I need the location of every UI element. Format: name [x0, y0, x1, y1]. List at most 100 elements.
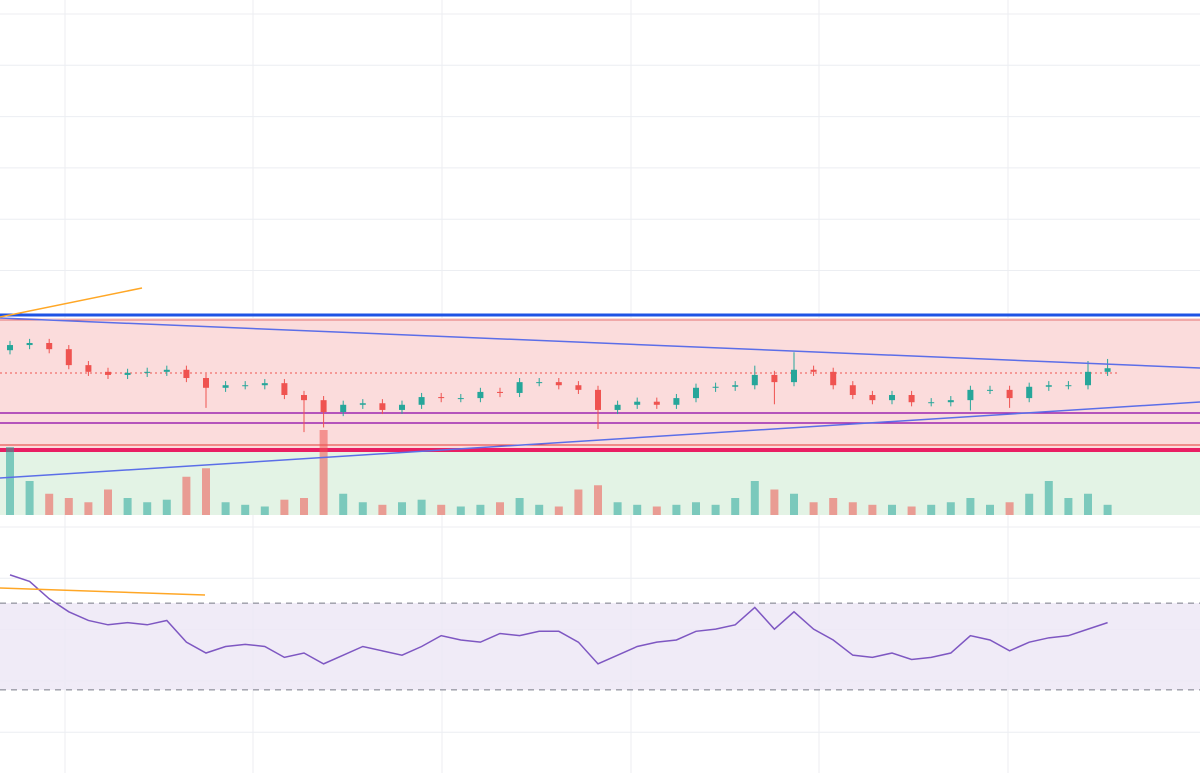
volume-bar: [456, 506, 465, 515]
volume-bar: [790, 493, 798, 515]
candle-body: [536, 382, 543, 384]
volume-bar: [64, 498, 73, 515]
volume-bar: [515, 498, 524, 515]
candle-body: [281, 383, 288, 396]
candle-body: [163, 369, 170, 372]
volume-bar: [770, 489, 779, 515]
trend-line: [0, 587, 206, 596]
candle-body: [222, 385, 229, 388]
volume-bar: [162, 499, 171, 515]
candle-body: [791, 369, 797, 383]
trend-line: [0, 287, 143, 318]
volume-bar: [809, 502, 818, 515]
candle-body: [65, 349, 72, 366]
candle-body: [340, 404, 347, 412]
volume-bar: [260, 506, 269, 515]
volume-bar: [613, 502, 622, 515]
volume-bar: [594, 485, 602, 515]
volume-bar: [711, 504, 720, 515]
candle-body: [144, 371, 151, 373]
candle-body: [634, 401, 641, 405]
price-pane: [6, 338, 1112, 515]
candle-body: [693, 387, 699, 399]
volume-bar: [280, 499, 289, 515]
volume-bar: [731, 498, 740, 515]
volume-bar: [182, 476, 191, 515]
candle-body: [203, 378, 209, 388]
candle-body: [928, 402, 935, 404]
candle-body: [673, 398, 680, 405]
volume-bar: [417, 499, 426, 515]
candle-body: [183, 369, 190, 379]
candle-body: [301, 395, 307, 401]
candle-body: [399, 404, 405, 410]
trend-line: [0, 317, 1200, 369]
rsi-line: [9, 574, 1108, 665]
candle-body: [379, 403, 386, 410]
candle-body: [1085, 371, 1091, 386]
volume-bar: [927, 504, 936, 515]
volume-bar: [300, 498, 308, 515]
candle-body: [987, 389, 993, 391]
candle-body: [830, 371, 837, 386]
candle-body: [1045, 385, 1052, 387]
candle-body: [712, 386, 719, 388]
volume-bar: [104, 489, 112, 515]
candle-body: [555, 382, 562, 386]
volume-bar: [1005, 502, 1014, 515]
candle-body: [967, 389, 974, 401]
candle-body: [1104, 368, 1111, 372]
volume-bar: [829, 498, 838, 515]
candle-body: [320, 400, 327, 412]
candle-body: [105, 371, 111, 375]
volume-bar: [633, 504, 642, 515]
volume-bar: [398, 502, 406, 515]
volume-bar: [319, 430, 328, 515]
volume-bar: [1084, 493, 1092, 515]
candle-body: [849, 385, 856, 396]
candle-body: [869, 395, 876, 401]
volume-bar: [868, 504, 877, 515]
volume-bar: [1044, 481, 1053, 515]
volume-bar: [143, 502, 152, 515]
candle-body: [516, 382, 523, 393]
volume-bar: [907, 506, 916, 515]
volume-bar: [123, 498, 132, 515]
rsi-pane: [0, 574, 1200, 691]
volume-bar: [1025, 493, 1034, 515]
volume-bar: [535, 504, 544, 515]
candle-body: [889, 395, 895, 401]
volume-bar: [986, 504, 994, 515]
volume-bar: [25, 481, 34, 515]
volume-bar: [750, 481, 759, 515]
trend-line: [0, 401, 1200, 479]
candle-body: [1006, 389, 1013, 399]
candle-body: [477, 391, 484, 399]
candle-body: [7, 345, 13, 351]
volume-bar: [966, 498, 975, 515]
candle-body: [261, 383, 268, 386]
candle-body: [26, 342, 33, 346]
volume-bar: [221, 502, 230, 515]
volume-bar: [202, 468, 210, 515]
candle-body: [1026, 386, 1033, 399]
volume-bar: [84, 502, 93, 515]
candle-body: [595, 389, 601, 410]
candle-body: [1065, 385, 1072, 387]
volume-bar: [378, 504, 387, 515]
volume-bar: [45, 493, 54, 515]
volume-bar: [476, 504, 485, 515]
candle-body: [46, 342, 53, 350]
volume-bar: [946, 502, 955, 515]
volume-bar: [574, 489, 583, 515]
candle-body: [771, 374, 778, 383]
candle-body: [359, 403, 366, 405]
volume-bar: [652, 506, 661, 515]
volume-bar: [358, 502, 367, 515]
volume-bar: [888, 504, 896, 515]
volume-bar: [848, 502, 857, 515]
candle-body: [497, 391, 503, 393]
candle-body: [85, 365, 92, 372]
candle-body: [908, 395, 915, 403]
